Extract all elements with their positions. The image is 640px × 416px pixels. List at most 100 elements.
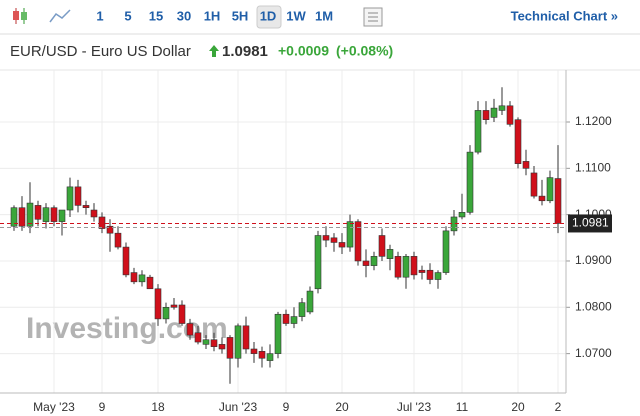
candle-body bbox=[90, 209, 98, 218]
candle-body bbox=[482, 110, 490, 120]
candle-body bbox=[18, 207, 26, 227]
candle-body bbox=[194, 332, 202, 343]
x-tick-label: Jul '23 bbox=[397, 400, 432, 414]
price-label-box bbox=[568, 214, 612, 233]
technical-chart-link[interactable]: Technical Chart » bbox=[511, 8, 618, 23]
candle-body bbox=[314, 235, 322, 290]
candle-body bbox=[346, 221, 354, 248]
change-percent: (+0.08%) bbox=[336, 43, 393, 59]
watermark: Investing.com bbox=[26, 312, 228, 345]
y-tick-label: 1.0900 bbox=[575, 253, 612, 267]
candle-body bbox=[530, 172, 538, 197]
candle-body bbox=[370, 256, 378, 266]
interval-button[interactable]: 1M bbox=[315, 8, 333, 23]
interval-button[interactable]: 1D bbox=[260, 8, 277, 23]
candle-body bbox=[554, 178, 562, 224]
candle-body bbox=[58, 209, 66, 222]
candle-body bbox=[250, 348, 258, 354]
candle-body bbox=[258, 351, 266, 359]
interval-button[interactable]: 1 bbox=[96, 8, 103, 23]
candle-body bbox=[394, 256, 402, 278]
candle-body bbox=[26, 202, 34, 227]
candle-body bbox=[354, 221, 362, 262]
interval-button[interactable]: 5 bbox=[124, 8, 131, 23]
interval-button[interactable]: 5H bbox=[232, 8, 249, 23]
candle-body bbox=[114, 232, 122, 248]
interval-button[interactable]: 15 bbox=[149, 8, 163, 23]
candle-body bbox=[138, 274, 146, 283]
candle-body bbox=[458, 212, 466, 218]
candle-body bbox=[178, 304, 186, 324]
last-price: 1.0981 bbox=[222, 43, 268, 60]
candle-body bbox=[74, 186, 82, 206]
candle-body bbox=[514, 119, 522, 164]
area-icon[interactable] bbox=[49, 9, 71, 23]
x-tick-label: Jun '23 bbox=[219, 400, 258, 414]
candle-body bbox=[154, 288, 162, 320]
candle-body bbox=[234, 325, 242, 359]
candle-body bbox=[522, 161, 530, 169]
candle-body bbox=[322, 235, 330, 241]
candle-body bbox=[506, 105, 514, 125]
candle-body bbox=[402, 256, 410, 278]
y-tick-label: 1.0700 bbox=[575, 346, 612, 360]
candle-body bbox=[122, 246, 130, 276]
y-tick-label: 1.0800 bbox=[575, 299, 612, 313]
up-arrow bbox=[209, 45, 219, 57]
candle-body bbox=[338, 242, 346, 248]
candles bbox=[10, 87, 562, 384]
candle-body bbox=[498, 105, 506, 111]
candle-body bbox=[442, 230, 450, 273]
chart-title: EUR/USD - Euro US Dollar bbox=[10, 43, 191, 60]
candle-body bbox=[274, 313, 282, 354]
x-tick-label: 2 bbox=[555, 400, 562, 414]
candle-body bbox=[298, 302, 306, 317]
candle-body bbox=[538, 195, 546, 202]
candle-body bbox=[162, 307, 170, 320]
x-tick-label: May '23 bbox=[33, 400, 75, 414]
candle-body bbox=[186, 323, 194, 336]
candle-body bbox=[546, 177, 554, 202]
candle-body bbox=[426, 269, 434, 280]
change: +0.0009 bbox=[278, 43, 329, 59]
candle-body bbox=[34, 205, 42, 220]
candle-body bbox=[130, 272, 138, 283]
candle-body bbox=[10, 207, 18, 227]
candle-body bbox=[330, 237, 338, 243]
candle-body bbox=[418, 269, 426, 273]
axes: 1.07001.08001.09001.10001.11001.1200May … bbox=[0, 70, 612, 414]
candle-body bbox=[362, 260, 370, 266]
candle-body bbox=[42, 207, 50, 222]
interval-button[interactable]: 1H bbox=[204, 8, 221, 23]
candle-body bbox=[474, 110, 482, 153]
x-tick-label: 11 bbox=[456, 400, 469, 414]
x-tick-label: 18 bbox=[151, 400, 165, 414]
candle-icon[interactable] bbox=[13, 8, 27, 24]
candle-body bbox=[242, 325, 250, 350]
candle-body bbox=[82, 205, 90, 209]
candle-body bbox=[378, 235, 386, 257]
price-label: 1.0981 bbox=[572, 216, 609, 230]
candle-body bbox=[66, 186, 74, 211]
toolbar: Technical Chart » 1 5 15 30 1H 5H 1D 1W 1M bbox=[0, 5, 640, 35]
candle-body bbox=[386, 249, 394, 259]
candle-body bbox=[306, 290, 314, 313]
y-tick-label: 1.1100 bbox=[575, 161, 611, 175]
candle-body bbox=[290, 316, 298, 324]
candle-body bbox=[146, 276, 154, 290]
candle-body bbox=[282, 313, 290, 324]
candle-body bbox=[226, 337, 234, 359]
candle-body bbox=[50, 207, 58, 222]
interval-button[interactable]: 30 bbox=[177, 8, 191, 23]
candle-body bbox=[466, 151, 474, 213]
candle-body bbox=[106, 225, 114, 234]
x-tick-label: 20 bbox=[511, 400, 525, 414]
interval-button[interactable]: 1W bbox=[286, 8, 306, 23]
candle-body bbox=[98, 216, 106, 229]
candle-body bbox=[210, 339, 218, 347]
candle-body bbox=[490, 107, 498, 118]
selected-interval-bg bbox=[256, 5, 282, 29]
candle-body bbox=[410, 256, 418, 276]
